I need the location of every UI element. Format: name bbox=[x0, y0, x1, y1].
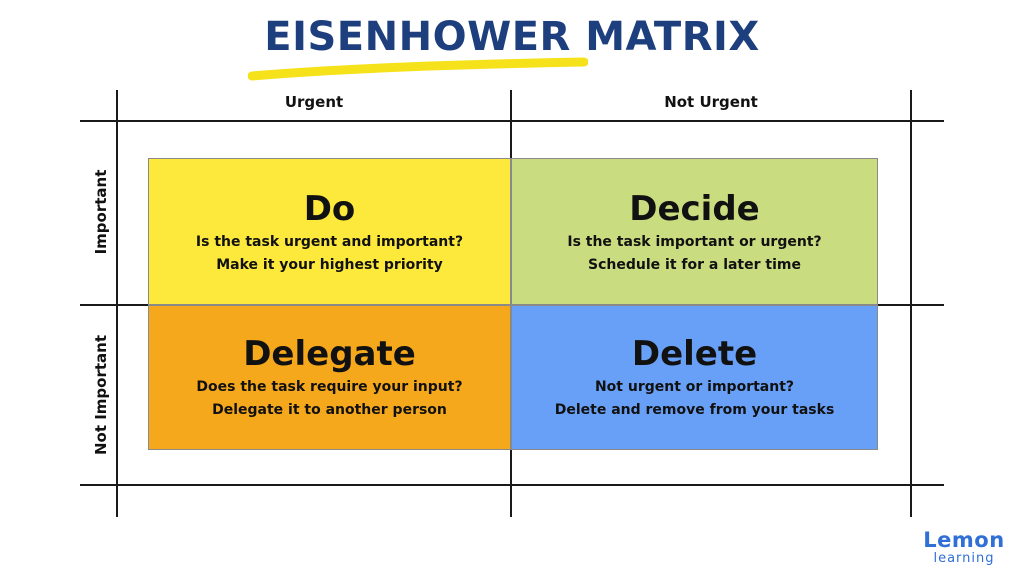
quadrant-action: Delegate it to another person bbox=[212, 402, 447, 418]
quadrant-question: Is the task important or urgent? bbox=[567, 234, 822, 250]
quadrant-title: Decide bbox=[629, 189, 760, 229]
quadrant-action: Delete and remove from your tasks bbox=[554, 402, 835, 418]
quadrant-title: Do bbox=[303, 189, 356, 229]
quadrant-question: Does the task require your input? bbox=[196, 379, 463, 395]
quadrant-action: Schedule it for a later time bbox=[588, 257, 801, 273]
quadrant-action: Make it your highest priority bbox=[216, 257, 443, 273]
highlight-underline bbox=[248, 57, 588, 81]
quadrant-delete: Delete Not urgent or important? Delete a… bbox=[511, 305, 878, 450]
row-header-not-important: Not Important bbox=[92, 334, 110, 456]
column-header-not-urgent: Not Urgent bbox=[664, 93, 758, 111]
grid-line-h-bottom bbox=[80, 484, 944, 486]
page-title: EISENHOWER MATRIX bbox=[264, 14, 760, 60]
quadrant-title: Delegate bbox=[243, 334, 416, 374]
logo-subtitle: learning bbox=[933, 551, 995, 566]
quadrant-title: Delete bbox=[631, 334, 758, 374]
logo-wordmark: Lemon bbox=[923, 528, 1005, 552]
quadrant-decide: Decide Is the task important or urgent? … bbox=[511, 158, 878, 305]
quadrant-do: Do Is the task urgent and important? Mak… bbox=[148, 158, 511, 305]
grid-line-v-left bbox=[116, 90, 118, 517]
grid-line-h-top bbox=[80, 120, 944, 122]
quadrant-delegate: Delegate Does the task require your inpu… bbox=[148, 305, 511, 450]
grid-line-v-right bbox=[910, 90, 912, 517]
column-header-urgent: Urgent bbox=[284, 93, 344, 111]
quadrant-question: Is the task urgent and important? bbox=[195, 234, 464, 250]
lemon-learning-logo: Lemon learning bbox=[916, 528, 1012, 566]
quadrant-question: Not urgent or important? bbox=[594, 379, 795, 395]
row-header-important: Important bbox=[92, 169, 110, 255]
